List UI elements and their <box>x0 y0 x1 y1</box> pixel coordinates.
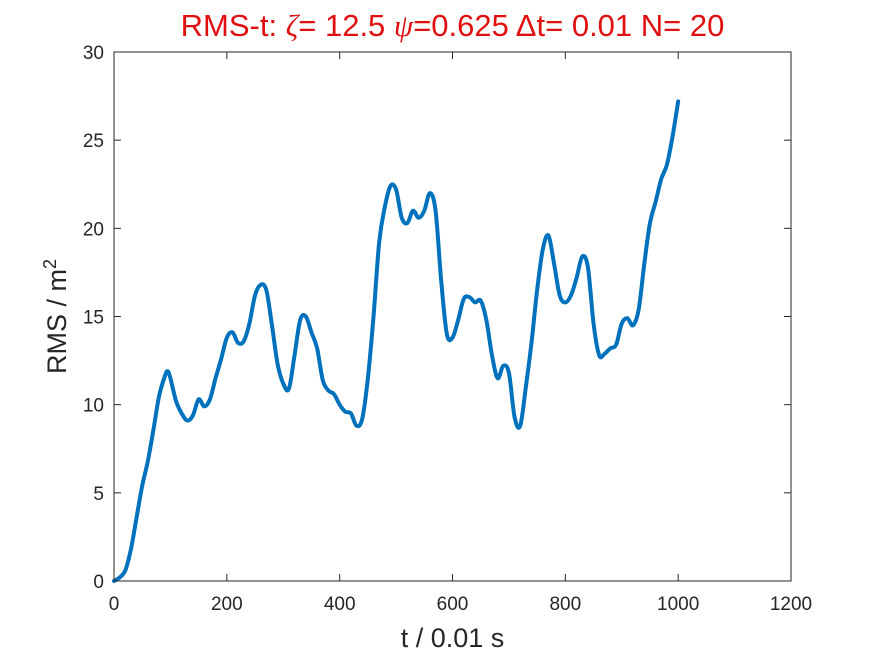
x-axis-ticks: 0 200 400 600 800 1000 1200 <box>109 52 812 615</box>
chart-title: RMS-t: ζ= 12.5 ψ=0.625 Δt= 0.01 N= 20 <box>0 8 875 44</box>
series-group <box>112 99 681 583</box>
y-tick-label: 10 <box>83 396 104 417</box>
y-tick-label: 0 <box>93 572 104 593</box>
x-tick-label: 800 <box>549 594 581 615</box>
rms-series-line <box>112 99 681 583</box>
y-tick-label: 15 <box>83 308 104 329</box>
title-psi-text: =0.625 <box>413 8 516 43</box>
plot-area <box>114 52 791 581</box>
x-tick-label: 200 <box>211 594 243 615</box>
title-rest-text: t= 0.01 N= 20 <box>536 8 725 43</box>
title-prefix: RMS-t: <box>180 8 286 43</box>
x-tick-label: 0 <box>109 594 120 615</box>
title-psi-symbol: ψ <box>393 8 414 43</box>
y-axis-label-superscript: 2 <box>40 259 60 269</box>
y-tick-label: 20 <box>83 219 104 240</box>
title-zeta-text: = 12.5 <box>298 8 394 43</box>
x-tick-label: 1200 <box>770 594 812 615</box>
y-tick-label: 5 <box>93 484 104 505</box>
y-axis-label: RMS / m2 <box>40 259 72 374</box>
x-tick-label: 600 <box>437 594 469 615</box>
y-tick-label: 30 <box>83 43 104 64</box>
title-zeta-symbol: ζ <box>285 8 299 43</box>
plot-frame <box>113 51 792 582</box>
title-delta-symbol: Δ <box>515 8 537 43</box>
y-axis-ticks: 0 5 10 15 20 25 30 <box>83 43 791 593</box>
y-axis-label-text: RMS / m <box>42 269 72 374</box>
x-tick-label: 1000 <box>657 594 699 615</box>
x-tick-label: 400 <box>324 594 356 615</box>
y-tick-label: 25 <box>83 131 104 152</box>
x-axis-label: t / 0.01 s <box>401 623 505 653</box>
